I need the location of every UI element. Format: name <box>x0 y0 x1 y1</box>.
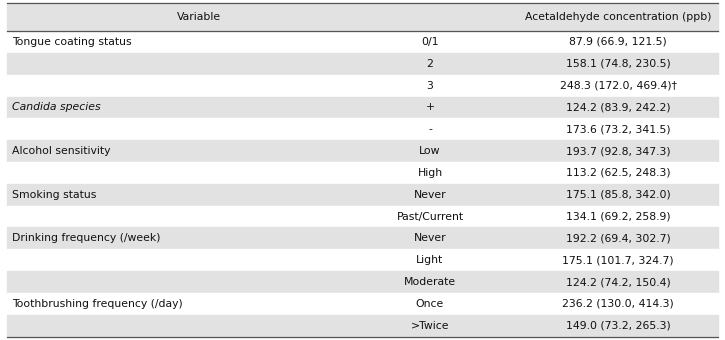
Bar <box>7 293 718 315</box>
Text: Past/Current: Past/Current <box>397 211 463 222</box>
Text: Candida species: Candida species <box>12 102 101 113</box>
Text: 113.2 (62.5, 248.3): 113.2 (62.5, 248.3) <box>566 168 671 178</box>
Text: Variable: Variable <box>177 12 221 22</box>
Bar <box>7 118 718 140</box>
Bar <box>7 315 718 337</box>
Text: 175.1 (85.8, 342.0): 175.1 (85.8, 342.0) <box>566 190 671 200</box>
Text: Smoking status: Smoking status <box>12 190 96 200</box>
Text: 175.1 (101.7, 324.7): 175.1 (101.7, 324.7) <box>563 255 674 265</box>
Text: 134.1 (69.2, 258.9): 134.1 (69.2, 258.9) <box>566 211 671 222</box>
Text: +: + <box>426 102 434 113</box>
Text: 3: 3 <box>426 81 434 91</box>
Bar <box>7 53 718 75</box>
Text: Low: Low <box>419 146 441 156</box>
Text: 0/1: 0/1 <box>421 37 439 47</box>
Bar <box>7 227 718 249</box>
Text: 158.1 (74.8, 230.5): 158.1 (74.8, 230.5) <box>566 59 671 69</box>
Text: 236.2 (130.0, 414.3): 236.2 (130.0, 414.3) <box>563 299 674 309</box>
Bar <box>7 271 718 293</box>
Text: Never: Never <box>414 233 447 243</box>
Text: Alcohol sensitivity: Alcohol sensitivity <box>12 146 111 156</box>
Bar <box>7 97 718 118</box>
Bar <box>7 140 718 162</box>
Text: Toothbrushing frequency (/day): Toothbrushing frequency (/day) <box>12 299 183 309</box>
Text: 149.0 (73.2, 265.3): 149.0 (73.2, 265.3) <box>566 321 671 331</box>
Bar <box>7 31 718 53</box>
Text: 193.7 (92.8, 347.3): 193.7 (92.8, 347.3) <box>566 146 671 156</box>
Text: Light: Light <box>416 255 444 265</box>
Bar <box>7 184 718 206</box>
Text: 124.2 (83.9, 242.2): 124.2 (83.9, 242.2) <box>566 102 671 113</box>
Bar <box>7 249 718 271</box>
Text: Never: Never <box>414 190 447 200</box>
Text: Moderate: Moderate <box>404 277 456 287</box>
Bar <box>7 3 718 31</box>
Text: Once: Once <box>416 299 444 309</box>
Text: -: - <box>428 124 432 134</box>
Text: Drinking frequency (/week): Drinking frequency (/week) <box>12 233 161 243</box>
Text: 124.2 (74.2, 150.4): 124.2 (74.2, 150.4) <box>566 277 671 287</box>
Text: 2: 2 <box>426 59 434 69</box>
Bar <box>7 206 718 227</box>
Bar <box>7 162 718 184</box>
Text: 248.3 (172.0, 469.4)†: 248.3 (172.0, 469.4)† <box>560 81 676 91</box>
Text: 192.2 (69.4, 302.7): 192.2 (69.4, 302.7) <box>566 233 671 243</box>
Text: 173.6 (73.2, 341.5): 173.6 (73.2, 341.5) <box>566 124 671 134</box>
Text: High: High <box>418 168 442 178</box>
Text: Acetaldehyde concentration (ppb): Acetaldehyde concentration (ppb) <box>525 12 711 22</box>
Text: 87.9 (66.9, 121.5): 87.9 (66.9, 121.5) <box>569 37 667 47</box>
Text: Tongue coating status: Tongue coating status <box>12 37 132 47</box>
Bar <box>7 75 718 97</box>
Text: >Twice: >Twice <box>411 321 450 331</box>
